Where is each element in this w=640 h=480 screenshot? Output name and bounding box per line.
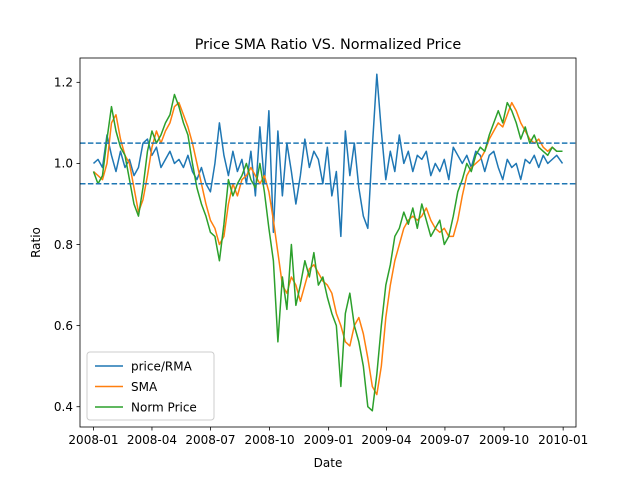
series-line-norm-price: [92, 93, 563, 412]
x-axis-label: Date: [314, 456, 343, 470]
y-axis-label: Ratio: [29, 227, 43, 258]
series-line-sma: [92, 101, 563, 396]
x-tick-label: 2010-01: [538, 433, 588, 447]
x-tick-label: 2009-01: [304, 433, 354, 447]
x-tick-label: 2008-04: [127, 433, 177, 447]
x-axis: 2008-01 2008-04 2008-07 2008-10 2009-01 2009-…: [68, 427, 588, 447]
x-tick-label: 2008-01: [68, 433, 118, 447]
x-tick-label: 2008-10: [244, 433, 294, 447]
legend-label: Norm Price: [131, 400, 197, 414]
plot-frame: [79, 57, 577, 428]
y-axis: 0.4 0.6 0.8 1.0 1.2: [54, 76, 80, 414]
x-tick-label: 2009-10: [479, 433, 529, 447]
legend-box: [86, 351, 215, 421]
y-tick-label: 0.4: [54, 400, 73, 414]
x-tick-label: 2009-04: [361, 433, 411, 447]
y-tick-label: 1.0: [54, 157, 73, 171]
legend: price/RMA SMA Norm Price: [86, 351, 215, 421]
chart-title: Price SMA Ratio VS. Normalized Price: [195, 37, 462, 53]
x-tick-label: 2009-07: [420, 433, 470, 447]
series-layer: [92, 73, 564, 412]
y-tick-label: 1.2: [54, 76, 73, 90]
series-line-price-rma: [92, 73, 564, 238]
threshold-lines: [80, 142, 576, 185]
y-tick-label: 0.8: [54, 238, 73, 252]
y-tick-label: 0.6: [54, 319, 73, 333]
x-tick-label: 2008-07: [185, 433, 235, 447]
legend-label: SMA: [131, 380, 158, 394]
legend-label: price/RMA: [131, 359, 193, 373]
